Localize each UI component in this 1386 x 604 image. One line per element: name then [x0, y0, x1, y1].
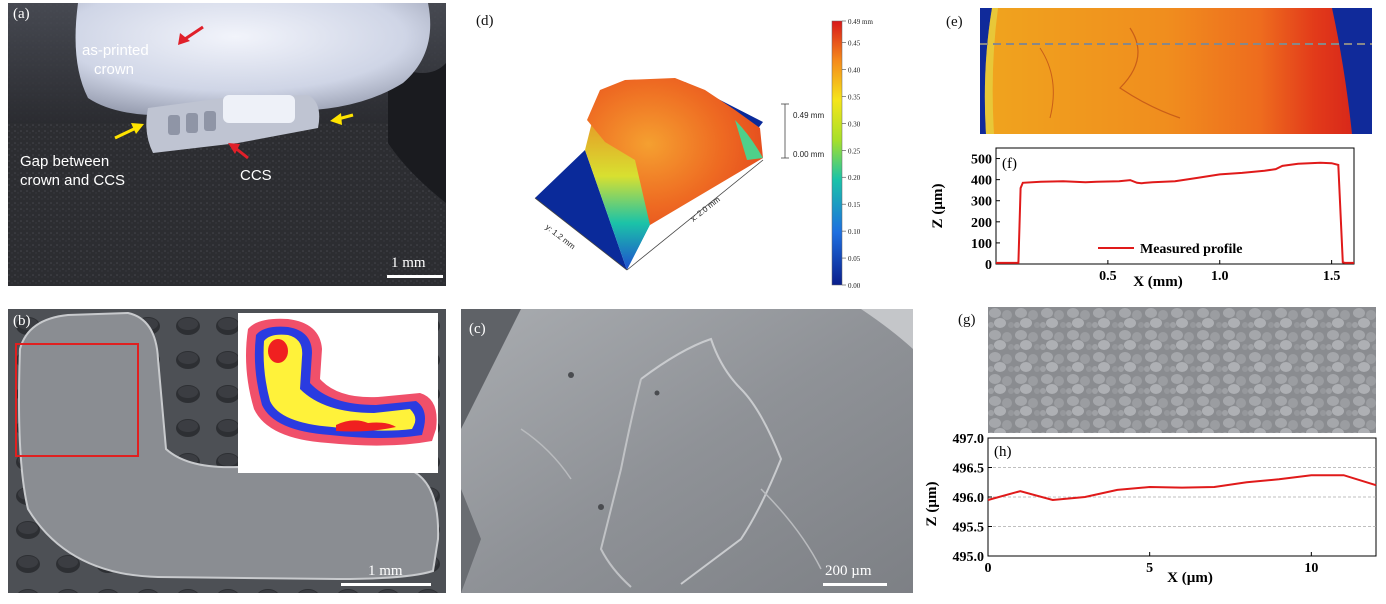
- panel-h: 495.0 495.5 496.0 496.5 497.0 0 5 10 (h) X (µm) Z …: [920, 430, 1380, 594]
- annotation-ccs: CCS: [240, 167, 272, 184]
- panel-label: (a): [13, 6, 30, 22]
- inset-hot-bottom: [336, 420, 396, 432]
- colorbar-tick-label: 0.05: [848, 255, 861, 263]
- annotation-text: crown and CCS: [20, 172, 126, 189]
- height-region: [984, 8, 1352, 134]
- x-tick-label: 5: [1146, 561, 1153, 576]
- y-tick-label: 100: [971, 237, 992, 252]
- annotation-text: Gap between: [20, 153, 110, 170]
- y-tick-label: 300: [971, 195, 992, 210]
- y-axis-label: Z (µm): [924, 482, 940, 527]
- panel-g-sem: [988, 307, 1376, 433]
- annotation-crown: as-printed crown: [82, 41, 149, 79]
- annotation-text: as-printed: [82, 42, 149, 59]
- ccs-section-shape: [18, 311, 440, 581]
- chart-f: 0 100 200 300 400 500 0.5 1.0 1.5 (f) X (mm) Z (µm)…: [930, 147, 1355, 290]
- scale-bar-label: 200 µm: [825, 563, 872, 579]
- panel-label-e: (e): [946, 14, 963, 30]
- panel-c: (c) 200 µm: [461, 309, 913, 593]
- panel-a-photo: [8, 3, 446, 286]
- annotation-gap: Gap between crown and CCS: [20, 152, 125, 190]
- x-tick-label: 0.5: [1099, 269, 1117, 284]
- panel-label: (c): [469, 321, 486, 337]
- colorbar-tick-label: 0.45: [848, 40, 861, 48]
- x-tick-label: 1.5: [1323, 269, 1341, 284]
- colorbar: [831, 20, 843, 286]
- region-box: [15, 343, 139, 457]
- panel-f: 0 100 200 300 400 500 0.5 1.0 1.5 (f) X (mm) Z (µm)…: [920, 142, 1380, 292]
- panel-label: (b): [13, 313, 31, 329]
- z-axis-bottom-label: 0.00 mm: [793, 150, 824, 159]
- scale-bar: [387, 275, 443, 278]
- yellow-arrow-left: [114, 126, 137, 140]
- scale-bar: [823, 583, 887, 586]
- panel-label: (f): [1002, 156, 1017, 172]
- panel-g: [988, 307, 1376, 433]
- fracture-ridge: [640, 337, 783, 585]
- colorbar-tick-label: 0.15: [848, 201, 861, 209]
- colorbar-ticks: 0.49 mm 0.45 0.40 0.35 0.30 0.25 0.20 0.15 0.10 0…: [842, 18, 873, 290]
- plot-area: [995, 147, 1355, 265]
- panel-label: (h): [994, 444, 1012, 460]
- x-axis-label: X (mm): [1133, 274, 1183, 290]
- colorbar-tick-label: 0.35: [848, 93, 861, 101]
- inset-core: [263, 334, 416, 431]
- panel-b-sem: [8, 309, 446, 593]
- y-tick-label: 496.5: [953, 462, 985, 477]
- y-tick-label: 496.0: [953, 491, 985, 506]
- z-axis-top-label: 0.49 mm: [793, 111, 824, 120]
- y-axis-label: Z (µm): [930, 184, 946, 229]
- panel-b: (b) 1 mm: [8, 309, 446, 593]
- inset-hot-top: [268, 339, 288, 363]
- annotation-text: crown: [94, 61, 135, 78]
- panel-e-heightmap: [980, 8, 1372, 134]
- x-tick-label: 0: [985, 561, 992, 576]
- panel-c-sem: [461, 309, 913, 593]
- x-tick-label: 10: [1304, 561, 1318, 576]
- series-line: [996, 161, 1354, 264]
- y-tick-label: 0: [985, 258, 992, 273]
- panel-d-3d-plot: 0.49 mm 0.00 mm x: 2.0 mm y: 1.2 mm 0.49…: [534, 18, 873, 290]
- panel-d: 0.49 mm 0.00 mm x: 2.0 mm y: 1.2 mm 0.49…: [475, 10, 905, 290]
- colorbar-tick-label: 0.49 mm: [848, 18, 873, 26]
- crown-shape: [75, 3, 431, 116]
- scale-bar-label: 1 mm: [368, 563, 403, 579]
- colorbar-tick-label: 0.40: [848, 66, 861, 74]
- y-tick-label: 400: [971, 174, 992, 189]
- base-plane: [535, 150, 627, 270]
- legend-label: Measured profile: [1140, 242, 1243, 257]
- chart-h: 495.0 495.5 496.0 496.5 497.0 0 5 10 (h) X (µm) Z …: [924, 432, 1377, 586]
- colorbar-tick-label: 0.20: [848, 174, 861, 182]
- x-axis-label: X (µm): [1167, 570, 1213, 586]
- series-line: [987, 474, 1377, 502]
- panel-label: (d): [476, 13, 494, 29]
- colorbar-tick-label: 0.10: [848, 228, 861, 236]
- colorbar-tick-label: 0.30: [848, 120, 861, 128]
- panel-label-g: (g): [958, 312, 976, 328]
- scale-bar: [341, 583, 431, 586]
- y-tick-label: 200: [971, 216, 992, 231]
- y-tick-label: 495.5: [953, 521, 985, 536]
- y-tick-label: 495.0: [953, 550, 985, 565]
- y-tick-label: 500: [971, 153, 992, 168]
- colorbar-tick-label: 0.00: [848, 282, 861, 290]
- colorbar-tick-label: 0.25: [848, 147, 861, 155]
- panel-a: (a) as-printed crown Gap between crown a…: [8, 3, 446, 286]
- fracture-ridge: [599, 378, 642, 588]
- surface-top: [587, 78, 763, 225]
- scale-bar-label: 1 mm: [391, 255, 426, 271]
- plot-area: [987, 437, 1377, 557]
- y-tick-label: 497.0: [953, 432, 985, 447]
- x-tick-label: 1.0: [1211, 269, 1229, 284]
- panel-e: (e): [980, 8, 1372, 134]
